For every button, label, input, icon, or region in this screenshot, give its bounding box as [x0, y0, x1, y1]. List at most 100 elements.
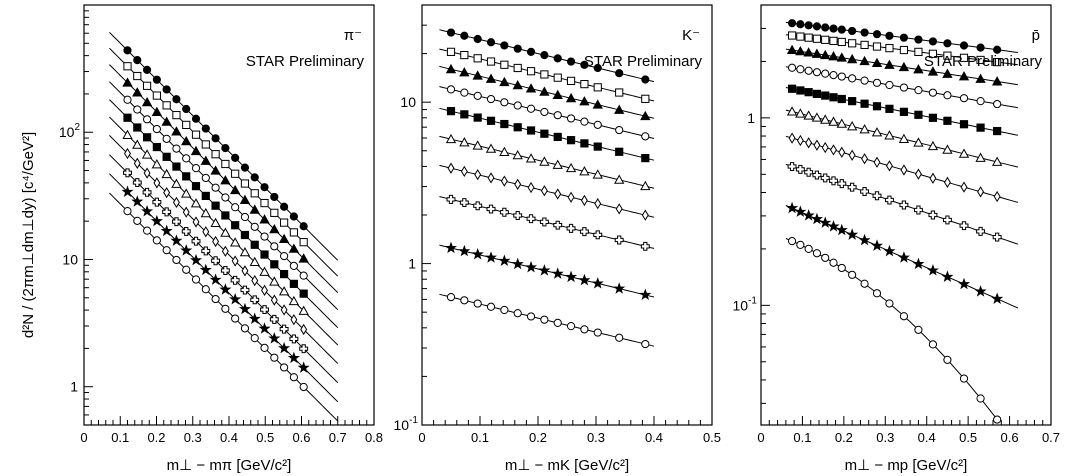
y-tick-label: 10 — [62, 251, 78, 267]
data-point-open-diamond — [270, 294, 278, 306]
data-point-open-diamond — [280, 304, 288, 316]
data-point-open-diamond — [821, 141, 829, 154]
data-point-open-diamond — [838, 146, 846, 158]
panel-antiproton: 0 0.1 0.2 0.3 0.4 0.5 0.6 0.7 10-1 1 p̄ STAR Prelim… — [733, 4, 1060, 474]
data-point-open-circle — [959, 94, 969, 103]
y-tick-label: 102 — [59, 122, 81, 140]
data-point-open-diamond — [241, 265, 249, 277]
data-point-open-cross — [795, 164, 805, 174]
data-point-filled-triangle — [239, 194, 251, 204]
data-point-open-diamond — [813, 139, 821, 151]
data-point-open-circle — [959, 374, 969, 383]
data-point-filled-square — [280, 269, 289, 279]
data-point-open-circle — [500, 305, 509, 315]
data-point-filled-circle — [152, 75, 161, 84]
data-point-open-triangle — [820, 114, 831, 124]
data-point-open-diamond — [960, 181, 968, 193]
data-point-filled-circle — [872, 30, 882, 39]
data-point-filled-triangle — [269, 223, 280, 234]
data-point-filled-triangle — [565, 92, 577, 103]
data-point-open-triangle — [239, 246, 251, 257]
data-point-open-circle — [885, 80, 894, 90]
data-point-filled-triangle — [485, 73, 497, 83]
data-point-filled-triangle — [249, 204, 260, 214]
data-point-filled-square — [885, 104, 894, 113]
data-point-open-cross — [593, 230, 603, 240]
data-point-open-square — [260, 198, 269, 208]
data-point-filled-star — [525, 260, 538, 273]
data-point-open-square — [796, 32, 805, 41]
data-point-filled-star — [180, 244, 193, 256]
data-point-filled-triangle — [614, 104, 625, 114]
y-tick-label: 10-1 — [394, 415, 419, 433]
data-point-filled-star — [941, 270, 954, 282]
data-point-filled-circle — [829, 24, 838, 33]
data-point-filled-circle — [473, 34, 482, 44]
data-point-filled-triangle — [871, 57, 883, 68]
data-point-open-square — [540, 70, 549, 79]
data-point-open-diamond — [641, 209, 649, 221]
data-point-filled-circle — [270, 192, 279, 202]
data-point-filled-triangle — [786, 44, 798, 55]
data-point-open-square — [593, 83, 602, 92]
data-point-open-diamond — [848, 149, 856, 161]
data-point-filled-triangle — [836, 52, 847, 62]
data-point-open-cross — [787, 162, 797, 172]
data-point-filled-circle — [615, 69, 624, 78]
data-point-open-circle — [446, 85, 456, 94]
data-point-open-diamond — [540, 185, 548, 197]
data-point-open-square — [899, 45, 909, 55]
data-point-open-circle — [473, 299, 482, 308]
data-point-open-triangle — [898, 133, 910, 144]
data-point-open-diamond — [290, 314, 298, 326]
data-point-open-circle — [566, 114, 576, 123]
data-point-open-circle — [821, 69, 830, 78]
data-point-open-square — [804, 33, 813, 42]
data-point-open-diamond — [192, 216, 200, 228]
data-point-open-circle — [162, 134, 171, 143]
data-point-open-triangle — [181, 188, 192, 198]
data-point-filled-square — [133, 123, 142, 132]
data-point-filled-star — [131, 195, 144, 207]
data-point-filled-square — [231, 221, 240, 230]
data-point-filled-star — [794, 205, 807, 217]
data-point-open-circle — [540, 107, 549, 117]
data-point-open-cross — [473, 201, 483, 211]
data-point-open-circle — [787, 63, 797, 72]
data-point-filled-circle — [191, 114, 201, 123]
data-point-open-square — [152, 91, 161, 100]
data-point-filled-square — [848, 97, 857, 106]
data-point-open-triangle — [499, 146, 510, 157]
data-point-filled-circle — [221, 143, 230, 153]
data-point-open-circle — [142, 115, 152, 124]
data-point-filled-square — [513, 123, 522, 132]
x-tick-label: 0.5 — [703, 430, 721, 445]
data-point-open-diamond — [993, 190, 1001, 203]
data-point-open-circle — [821, 253, 830, 262]
data-point-filled-square — [299, 289, 308, 298]
data-point-open-cross — [162, 207, 172, 217]
data-point-open-square — [123, 62, 132, 71]
data-point-open-square — [821, 35, 830, 44]
data-point-open-circle — [142, 226, 152, 235]
data-point-open-diamond — [943, 176, 951, 189]
data-point-open-diamond — [977, 186, 985, 198]
data-point-open-square — [270, 208, 279, 217]
x-tick-label: 0.1 — [471, 430, 489, 445]
data-point-filled-triangle — [278, 233, 290, 244]
data-point-filled-triangle — [579, 96, 590, 106]
data-point-filled-circle — [566, 57, 576, 66]
data-point-filled-circle — [446, 28, 456, 37]
data-point-open-circle — [270, 353, 279, 362]
data-point-open-square — [182, 120, 191, 129]
data-point-open-square — [959, 53, 969, 62]
x-tick-label: 0.2 — [835, 430, 853, 445]
data-point-filled-circle — [486, 38, 496, 47]
x-tick-label: 0.7 — [329, 430, 347, 445]
data-point-filled-square — [211, 201, 220, 210]
data-point-filled-star — [199, 263, 212, 276]
data-point-open-circle — [615, 333, 624, 342]
data-point-filled-square — [123, 113, 132, 122]
data-point-open-diamond — [182, 206, 190, 218]
data-point-filled-star — [229, 292, 242, 305]
